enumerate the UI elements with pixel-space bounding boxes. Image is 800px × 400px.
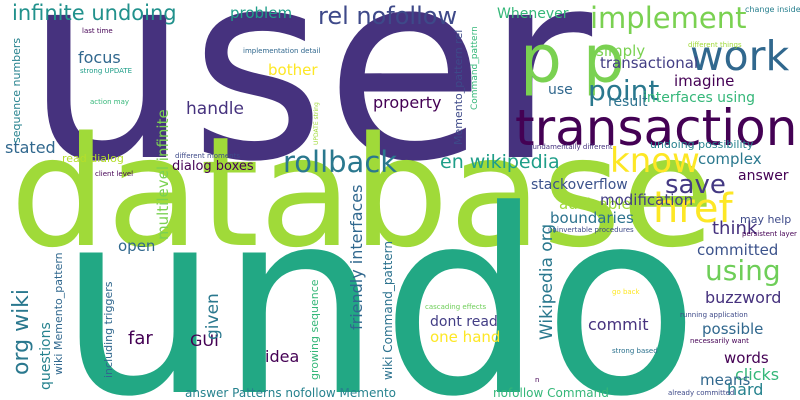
word: sequence numbers: [10, 38, 23, 143]
word: client level: [95, 170, 133, 178]
word: know: [610, 141, 700, 181]
word: implementation detail: [243, 47, 320, 55]
word: answer: [738, 168, 789, 184]
word: infinite undoing: [12, 1, 177, 25]
word: strong UPDATE: [80, 67, 132, 75]
word: undo: [58, 156, 699, 400]
word: complex: [698, 150, 762, 168]
word: transactional: [600, 54, 698, 72]
word: save: [665, 170, 726, 200]
word: transaction: [515, 99, 797, 157]
word: undoing possibility: [650, 138, 754, 151]
word: change inside: [745, 5, 800, 14]
word: user: [25, 0, 595, 219]
word: stackoverflow: [531, 177, 628, 193]
word: one hand: [430, 328, 500, 346]
word: action may: [90, 98, 129, 106]
word: wiki Memento_pattern: [52, 252, 65, 375]
word: modification: [600, 191, 693, 209]
word: means: [700, 371, 751, 389]
word: Whenever: [497, 6, 569, 22]
word: answer Patterns nofollow Memento: [185, 386, 396, 400]
word: fundamentally different: [530, 143, 613, 151]
word: multilevel infinite: [154, 109, 172, 240]
word: think: [712, 218, 758, 239]
word: words: [724, 349, 769, 367]
word: different moments: [175, 152, 240, 160]
word: dialog boxes: [172, 159, 254, 174]
word: Command_pattern: [470, 26, 480, 110]
word: cascading effects: [425, 303, 486, 311]
word: handle: [186, 99, 244, 119]
word: friendly interfaces: [347, 185, 366, 331]
word: stated: [5, 138, 56, 157]
word: possible: [702, 320, 763, 338]
word: idea: [265, 347, 299, 366]
word: p p: [520, 21, 625, 98]
word: growing sequence: [308, 279, 321, 380]
word: focus: [78, 48, 121, 67]
word: nofollow Command: [493, 386, 609, 400]
word: implement: [590, 1, 746, 35]
word: buzzword: [705, 288, 781, 307]
word: strong based: [612, 347, 658, 355]
word: href: [653, 186, 734, 232]
word: GUI: [190, 331, 219, 350]
word: read dialog: [62, 152, 124, 165]
word: far: [128, 328, 153, 349]
word: uninvertable procedures: [548, 226, 634, 234]
word: running application: [680, 311, 748, 319]
word: open: [118, 237, 155, 255]
word: given: [203, 293, 223, 340]
word: hard: [727, 380, 763, 399]
word: rel nofollow: [318, 2, 457, 30]
word: use: [548, 82, 573, 98]
word: clicks: [735, 365, 779, 384]
word: already committed: [668, 389, 734, 397]
word: n: [535, 376, 539, 384]
word: wiki Command_pattern: [381, 241, 395, 380]
word: property: [373, 93, 442, 112]
word: advisable: [559, 195, 631, 213]
word: Wikipedia org: [537, 224, 557, 340]
word: commit: [588, 315, 648, 334]
word: UPDATE string: [313, 102, 320, 145]
word: work: [690, 32, 789, 80]
word: rollback: [283, 145, 397, 179]
word: including triggers: [102, 281, 115, 378]
word: Memento_pattern rel: [452, 30, 465, 145]
word: last time: [82, 27, 113, 35]
word: different things: [688, 41, 742, 49]
word: database: [10, 104, 715, 281]
word: necessarily want: [690, 337, 749, 345]
word: interfaces using: [643, 90, 755, 106]
word: result: [608, 94, 648, 110]
word: may help: [740, 213, 791, 226]
word: committed: [697, 241, 778, 259]
word: imagine: [674, 72, 734, 90]
word: persistent layer: [742, 230, 797, 238]
word: org wiki: [9, 289, 34, 375]
word: bother: [268, 61, 318, 79]
word: using: [705, 254, 781, 287]
word: point: [588, 74, 659, 107]
word: questions: [38, 322, 54, 390]
word: en wikipedia: [440, 151, 560, 173]
word: boundaries: [550, 209, 634, 227]
word: problem: [230, 4, 292, 22]
word: dont read: [430, 314, 498, 330]
word: go back: [612, 288, 641, 296]
word: simply: [596, 42, 645, 60]
